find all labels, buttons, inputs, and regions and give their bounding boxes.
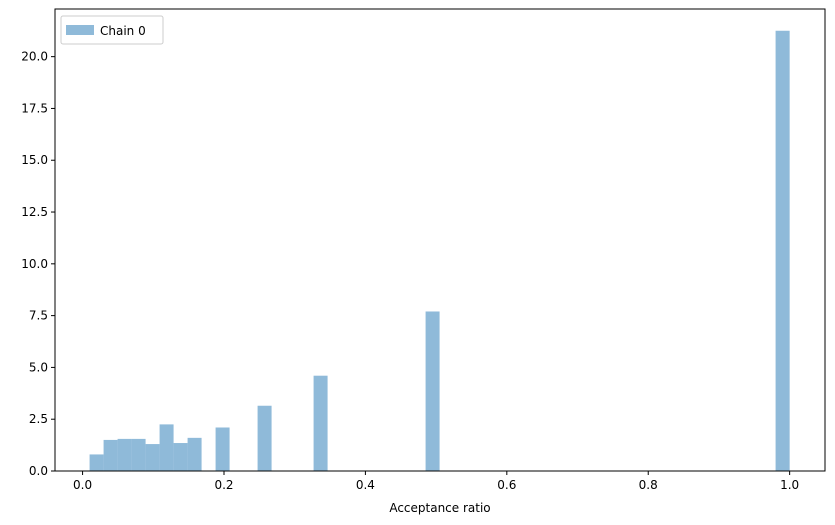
y-tick-label: 10.0: [21, 257, 48, 271]
histogram-bar: [159, 424, 174, 471]
x-tick-label: 0.0: [73, 478, 92, 492]
y-tick-label: 0.0: [29, 464, 48, 478]
y-tick-label: 15.0: [21, 153, 48, 167]
legend-swatch: [66, 25, 94, 35]
x-tick-label: 0.2: [214, 478, 233, 492]
y-tick-label: 17.5: [21, 101, 48, 115]
x-tick-label: 1.0: [780, 478, 799, 492]
histogram-bar: [103, 439, 118, 471]
histogram-bar: [775, 30, 790, 471]
histogram-bar: [131, 438, 146, 471]
histogram-bar: [187, 437, 202, 471]
y-tick-label: 12.5: [21, 205, 48, 219]
histogram-bar: [145, 444, 160, 471]
y-axis-ticks: 0.0 2.5 5.0 7.5 10.0 12.5 15.0 17.5 20.0: [21, 50, 55, 478]
plot-frame: [54, 8, 826, 472]
histogram-bar: [117, 438, 132, 471]
histogram-bar: [257, 405, 272, 471]
histogram-bar: [313, 375, 328, 471]
histogram-bar: [425, 311, 440, 471]
histogram-bar: [215, 427, 230, 471]
histogram-bars: [89, 30, 790, 471]
y-tick-label: 7.5: [29, 309, 48, 323]
x-tick-label: 0.6: [497, 478, 516, 492]
histogram-bar: [173, 443, 188, 471]
y-tick-label: 2.5: [29, 412, 48, 426]
legend: Chain 0: [60, 15, 164, 45]
y-tick-label: 20.0: [21, 50, 48, 64]
x-tick-label: 0.8: [639, 478, 658, 492]
x-axis-ticks: 0.0 0.2 0.4 0.6 0.8 1.0: [73, 471, 799, 492]
x-axis-label: Acceptance ratio: [389, 501, 490, 515]
legend-label: Chain 0: [100, 24, 146, 38]
y-tick-label: 5.0: [29, 360, 48, 374]
legend-box: [60, 15, 164, 45]
x-tick-label: 0.4: [356, 478, 375, 492]
histogram-bar: [89, 454, 104, 471]
